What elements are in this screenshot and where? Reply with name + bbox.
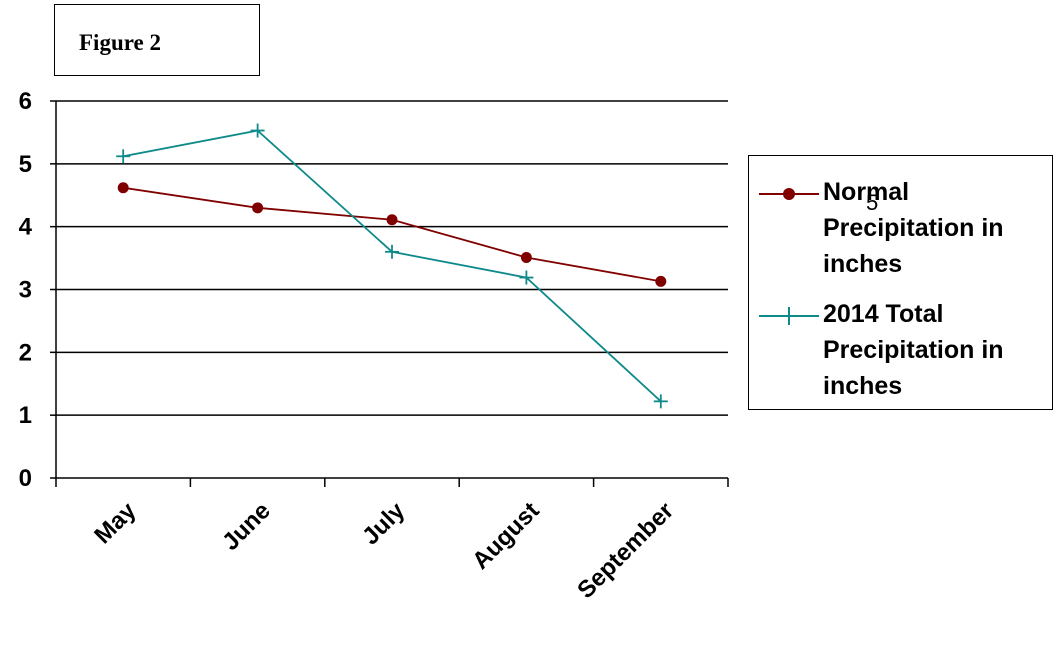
legend-swatch-2014-total xyxy=(759,307,819,325)
axes xyxy=(50,100,729,487)
x-tick-label-may: May xyxy=(89,497,142,550)
x-tick-label-august: August xyxy=(467,497,545,575)
series-line-2014-total xyxy=(123,129,662,403)
data-point-normal-may xyxy=(117,182,129,194)
data-point-2014-total-july xyxy=(385,244,399,259)
x-tick-label-july: July xyxy=(357,497,411,551)
data-point-2014-total-may xyxy=(116,149,131,164)
data-point-2014-total-august xyxy=(519,270,534,285)
data-point-2014-total-september xyxy=(653,394,668,409)
gridlines xyxy=(56,100,728,416)
chart-legend: Normal Precipitation in inches 2014 Tota… xyxy=(748,155,1053,410)
y-tick-label: 6 xyxy=(19,88,32,115)
data-point-normal-july xyxy=(386,214,398,226)
y-tick-label: 3 xyxy=(19,277,32,304)
y-tick-label: 4 xyxy=(19,214,33,241)
y-tick-label: 5 xyxy=(19,151,32,178)
y-tick-label: 2 xyxy=(19,339,32,366)
y-tick-label: 1 xyxy=(19,402,32,429)
x-tick-label-september: September xyxy=(572,497,679,604)
data-point-normal-september xyxy=(655,275,667,287)
figure-label: Figure 2 xyxy=(79,30,161,55)
data-markers xyxy=(116,123,668,409)
stray-number: 5 xyxy=(866,190,879,215)
figure-label-box: Figure 2 xyxy=(54,4,260,76)
tick-labels: 0 1 2 3 4 5 6 May June July August September xyxy=(19,88,679,604)
legend-label-normal: Normal Precipitation in inches xyxy=(823,178,1004,278)
y-tick-label: 0 xyxy=(19,465,32,492)
data-point-normal-august xyxy=(520,251,532,263)
legend-swatch-normal xyxy=(759,188,819,200)
data-point-normal-june xyxy=(252,202,264,214)
legend-label-2014-total: 2014 Total Precipitation in inches xyxy=(823,300,1004,400)
x-tick-label-june: June xyxy=(217,497,276,556)
series-line-normal xyxy=(123,186,661,283)
data-point-2014-total-june xyxy=(250,123,265,138)
series-lines xyxy=(123,129,662,403)
